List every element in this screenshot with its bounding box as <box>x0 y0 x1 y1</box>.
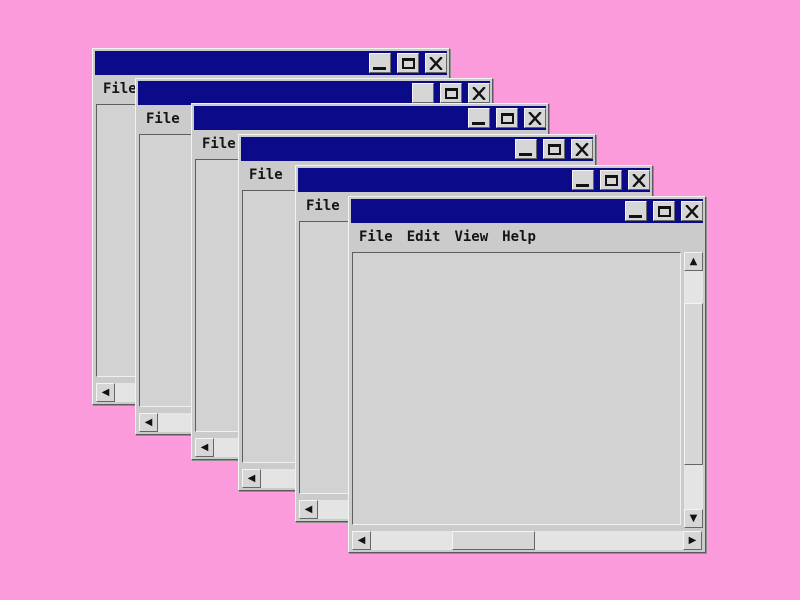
maximize-icon <box>500 113 514 124</box>
client-area <box>352 252 681 525</box>
close-button[interactable] <box>425 53 447 73</box>
left-arrow-icon: ◀ <box>101 386 110 398</box>
scroll-left-button[interactable]: ◀ <box>96 383 115 402</box>
maximize-icon <box>547 144 561 155</box>
up-arrow-icon: ▲ <box>689 255 698 267</box>
maximize-icon <box>401 58 415 69</box>
close-icon <box>575 142 589 156</box>
close-button[interactable] <box>628 170 650 190</box>
menubar: File Edit View Help <box>351 223 703 251</box>
right-arrow-icon: ▶ <box>688 534 697 546</box>
minimize-icon <box>576 184 589 187</box>
close-icon <box>685 204 699 218</box>
minimize-icon <box>472 122 485 125</box>
window-content: ▲ ▼ ◀ ▶ <box>351 251 703 550</box>
menu-item-file[interactable]: File <box>146 111 180 127</box>
maximize-icon <box>657 206 671 217</box>
close-icon <box>472 86 486 100</box>
maximize-button[interactable] <box>653 201 675 221</box>
titlebar-buttons <box>369 53 447 73</box>
titlebar[interactable] <box>298 168 650 192</box>
menu-item-file[interactable]: File <box>103 81 137 97</box>
maximize-button[interactable] <box>543 139 565 159</box>
left-arrow-icon: ◀ <box>247 472 256 484</box>
titlebar-buttons <box>412 83 490 103</box>
menu-item-edit[interactable]: Edit <box>406 229 441 245</box>
minimize-button[interactable] <box>369 53 391 73</box>
minimize-button[interactable] <box>412 83 434 103</box>
close-icon <box>528 111 542 125</box>
maximize-button[interactable] <box>440 83 462 103</box>
maximize-icon <box>444 88 458 99</box>
scroll-right-button[interactable]: ▶ <box>683 531 702 550</box>
scroll-left-button[interactable]: ◀ <box>299 500 318 519</box>
titlebar[interactable] <box>95 51 447 75</box>
maximize-button[interactable] <box>600 170 622 190</box>
maximize-icon <box>604 175 618 186</box>
minimize-icon <box>629 215 642 218</box>
titlebar[interactable] <box>138 81 490 105</box>
vertical-scroll-thumb[interactable] <box>684 303 703 465</box>
menu-item-file[interactable]: File <box>202 136 236 152</box>
horizontal-scroll-thumb[interactable] <box>452 531 535 550</box>
titlebar-buttons <box>625 201 703 221</box>
vertical-scrollbar[interactable]: ▲ ▼ <box>684 252 703 528</box>
minimize-button[interactable] <box>515 139 537 159</box>
titlebar[interactable] <box>194 106 546 130</box>
left-arrow-icon: ◀ <box>357 534 366 546</box>
maximize-button[interactable] <box>397 53 419 73</box>
scroll-up-button[interactable]: ▲ <box>684 252 703 271</box>
menu-item-file[interactable]: File <box>306 198 340 214</box>
menu-item-help[interactable]: Help <box>502 229 536 245</box>
left-arrow-icon: ◀ <box>200 441 209 453</box>
titlebar-buttons <box>468 108 546 128</box>
left-arrow-icon: ◀ <box>304 503 313 515</box>
close-button[interactable] <box>468 83 490 103</box>
minimize-button[interactable] <box>572 170 594 190</box>
close-button[interactable] <box>681 201 703 221</box>
titlebar[interactable] <box>241 137 593 161</box>
titlebar-buttons <box>572 170 650 190</box>
close-icon <box>632 173 646 187</box>
scroll-left-button[interactable]: ◀ <box>195 438 214 457</box>
scroll-left-button[interactable]: ◀ <box>139 413 158 432</box>
close-icon <box>429 56 443 70</box>
minimize-icon <box>519 153 532 156</box>
titlebar[interactable] <box>351 199 703 223</box>
minimize-icon <box>373 67 386 70</box>
scroll-down-button[interactable]: ▼ <box>684 509 703 528</box>
scroll-left-button[interactable]: ◀ <box>242 469 261 488</box>
window-6: File Edit View Help ▲ ▼ ◀ <box>348 196 706 553</box>
close-button[interactable] <box>571 139 593 159</box>
menu-item-file[interactable]: File <box>249 167 283 183</box>
down-arrow-icon: ▼ <box>689 512 698 524</box>
horizontal-scrollbar[interactable]: ◀ ▶ <box>352 531 702 550</box>
menu-item-view[interactable]: View <box>454 229 489 245</box>
titlebar-buttons <box>515 139 593 159</box>
minimize-button[interactable] <box>468 108 490 128</box>
minimize-button[interactable] <box>625 201 647 221</box>
left-arrow-icon: ◀ <box>144 416 153 428</box>
maximize-button[interactable] <box>496 108 518 128</box>
menu-item-file[interactable]: File <box>359 229 393 245</box>
close-button[interactable] <box>524 108 546 128</box>
scroll-left-button[interactable]: ◀ <box>352 531 371 550</box>
